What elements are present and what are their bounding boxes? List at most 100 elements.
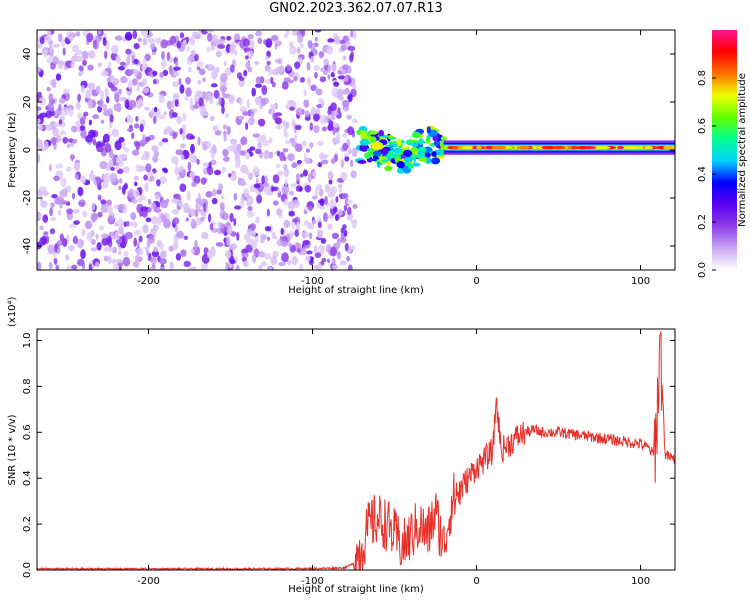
spectrogram-y-ticks: -40 -20 0 20 40 [22, 48, 675, 254]
spectrogram-cell [61, 106, 70, 117]
spectrogram-cell [330, 158, 336, 165]
spectrogram-cell [91, 202, 96, 211]
spectrogram-cell [159, 176, 168, 184]
spectrogram-cell [333, 139, 341, 144]
spectrogram-cell [119, 178, 123, 184]
spectrogram-cell [95, 261, 100, 268]
spectrogram-cell [229, 259, 236, 265]
spectrogram-cell [335, 196, 339, 203]
spectrogram-cell [175, 60, 179, 67]
spectrogram-cell [327, 171, 334, 180]
spectrogram-cell [176, 116, 183, 124]
spectrogram-cell [272, 174, 280, 184]
spectrogram-cell [255, 83, 262, 88]
spectrogram-cell [289, 45, 297, 55]
spectrogram-cell [68, 108, 74, 118]
spectrogram-cell [451, 146, 460, 150]
snr-x-ticks: -200 -100 0 100 [137, 329, 650, 587]
y-tick-label: 20 [22, 96, 33, 109]
spectrogram-cell [172, 217, 180, 225]
spectrogram-cell [95, 85, 101, 95]
spectrogram-cell [320, 67, 325, 73]
spectrogram-cell [246, 200, 251, 206]
spectrogram-cell [348, 148, 352, 155]
spectrogram-cell [151, 51, 157, 56]
spectrogram-cell [189, 135, 196, 140]
spectrogram-cell [424, 152, 431, 158]
spectrogram-cell [153, 246, 159, 253]
spectrogram-cell [163, 168, 168, 174]
spectrogram-cell [52, 56, 59, 65]
spectrogram-cell [347, 126, 355, 136]
spectrogram-cell [51, 78, 57, 89]
spectrogram-cell [357, 160, 367, 164]
spectrogram-cell [135, 254, 139, 264]
spectrogram-cell [350, 30, 354, 38]
spectrogram-cell [331, 258, 336, 265]
spectrogram-cell [97, 211, 103, 218]
spectrogram-cell [224, 249, 232, 259]
spectrogram-cell [114, 140, 122, 151]
spectrogram-cell [396, 167, 405, 174]
spectrogram-cell [344, 75, 349, 83]
spectrogram-cell [85, 91, 92, 99]
spectrogram-cell [244, 55, 249, 60]
spectrogram-cell [172, 81, 179, 88]
spectrogram-cell [425, 156, 432, 164]
spectrogram-cell [331, 232, 339, 239]
y-tick-label: 0.4 [22, 470, 33, 486]
spectrogram-cell [183, 235, 188, 240]
spectrogram-cell [260, 238, 265, 244]
spectrogram-cell [117, 218, 124, 228]
spectrogram-cell [372, 150, 382, 157]
spectrogram-cell [261, 175, 265, 185]
spectrogram-cell [242, 260, 249, 268]
spectrogram-cell [206, 250, 215, 259]
spectrogram-cell [269, 224, 273, 234]
spectrogram-cell [118, 88, 123, 95]
spectrogram-cell [268, 67, 273, 77]
spectrogram-cell [330, 102, 337, 111]
spectrogram-cell [80, 129, 87, 139]
spectrogram-cell [37, 124, 44, 131]
spectrogram-cell [352, 204, 358, 209]
spectrogram-cell [303, 89, 307, 97]
spectrogram-cell [352, 30, 357, 40]
spectrogram-cell [138, 197, 143, 203]
spectrogram-cell [252, 133, 260, 139]
spectrogram-cell [47, 102, 55, 111]
colorbar-fill [712, 30, 737, 270]
spectrogram-cell [133, 229, 142, 236]
spectrogram-cell [197, 79, 202, 85]
spectrogram-cell [257, 37, 263, 45]
spectrogram-cell [37, 153, 40, 163]
spectrogram-cell [141, 209, 148, 218]
spectrogram-cell [217, 39, 226, 45]
spectrogram-cell [221, 105, 225, 115]
spectrogram-cell [295, 124, 302, 130]
spectrogram-cell [206, 166, 211, 173]
spectrogram-cell [102, 37, 107, 47]
spectrogram-cell [71, 44, 80, 53]
spectrogram-cell [313, 245, 318, 254]
spectrogram-cell [292, 199, 300, 208]
spectrogram-cell [223, 132, 227, 142]
spectrogram-cell [132, 189, 140, 198]
spectrogram-cell [111, 128, 120, 137]
spectrogram-cell [307, 76, 311, 87]
spectrogram-cells [37, 30, 675, 270]
spectrogram-cell [202, 77, 206, 82]
colorbar-tick-label: 0.4 [697, 166, 708, 182]
spectrogram-cell [255, 30, 263, 37]
spectrogram-cell [190, 248, 195, 254]
spectrogram-cell [176, 230, 185, 239]
spectrogram-cell [180, 143, 186, 149]
spectrogram-cell [296, 222, 300, 231]
spectrogram-cell [240, 198, 244, 209]
y-tick-label: -40 [22, 238, 33, 254]
spectrogram-cell [160, 39, 168, 49]
spectrogram-cell [249, 231, 256, 237]
spectrogram-cell [158, 93, 165, 104]
x-tick-label: 100 [631, 576, 650, 587]
spectrogram-cell [359, 130, 368, 136]
